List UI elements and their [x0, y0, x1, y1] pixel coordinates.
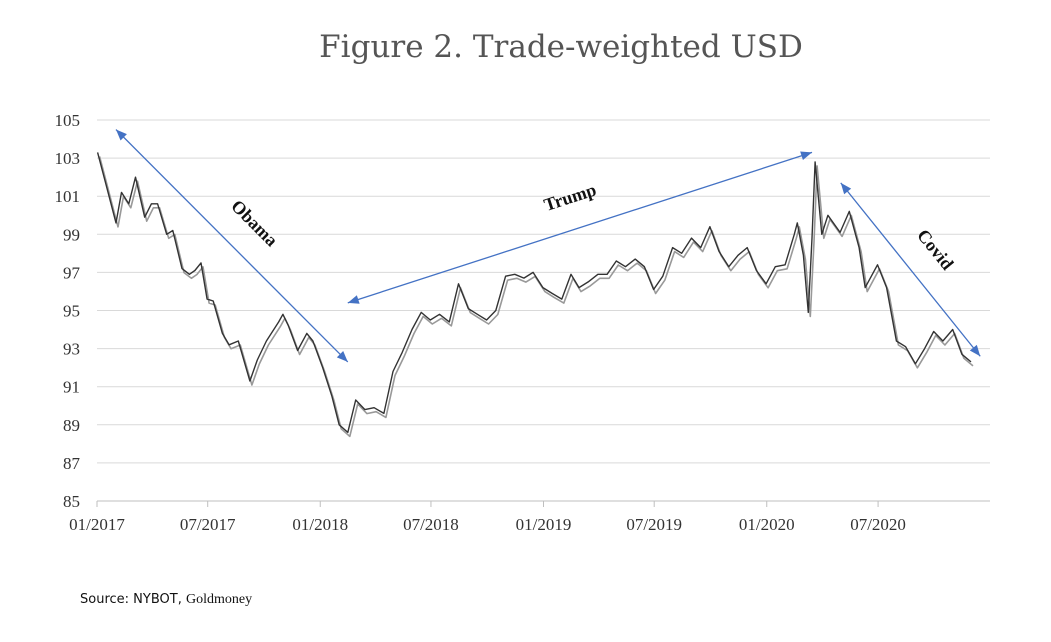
series-shadow-line [98, 156, 974, 438]
arrow-head [347, 295, 360, 304]
x-tick-label: 01/2017 [69, 515, 125, 534]
annotation-label: Trump [541, 179, 598, 215]
series-lines [96, 152, 974, 438]
annotations: Obama Trump Covid [115, 129, 981, 363]
source-note: Source: NYBOT, Goldmoney [80, 592, 252, 608]
y-axis-tick-labels: 85 87 89 91 93 95 97 99 101 103 105 [55, 111, 81, 511]
source-name: Goldmoney [185, 592, 253, 607]
annotation-arrow [115, 129, 349, 363]
source-label: Source: NYBOT, [80, 592, 182, 607]
x-tick-label: 07/2019 [626, 515, 682, 534]
series-line [96, 152, 972, 434]
y-tick-label: 85 [63, 492, 80, 511]
arrow-head [840, 182, 852, 195]
y-tick-label: 93 [63, 340, 80, 359]
x-axis-tick-labels: 01/2017 07/2017 01/2018 07/2018 01/2019 07/20… [69, 501, 906, 534]
x-tick-label: 07/2018 [403, 515, 459, 534]
chart-title: Figure 2. Trade-weighted USD [319, 29, 803, 65]
annotation-label: Covid [913, 225, 957, 273]
arrow-head [115, 129, 127, 141]
x-tick-label: 01/2019 [516, 515, 572, 534]
annotation-arrow [347, 151, 813, 304]
annotation-arrow [840, 182, 981, 357]
y-tick-label: 91 [63, 378, 80, 397]
y-tick-label: 95 [63, 302, 80, 321]
y-tick-label: 101 [55, 187, 81, 206]
arrow-head [336, 350, 348, 362]
x-tick-label: 07/2017 [180, 515, 236, 534]
y-tick-label: 103 [55, 149, 81, 168]
annotation-label: Obama [227, 196, 281, 251]
gridlines [97, 119, 990, 502]
arrow-head [969, 344, 981, 357]
x-tick-label: 07/2020 [850, 515, 906, 534]
arrow-head [800, 151, 813, 161]
y-tick-label: 99 [63, 225, 80, 244]
y-tick-label: 87 [63, 454, 81, 473]
x-tick-label: 01/2018 [292, 515, 348, 534]
x-tick-label: 01/2020 [739, 515, 795, 534]
y-tick-label: 89 [63, 416, 80, 435]
y-tick-label: 105 [55, 111, 81, 130]
y-tick-label: 97 [63, 263, 81, 282]
